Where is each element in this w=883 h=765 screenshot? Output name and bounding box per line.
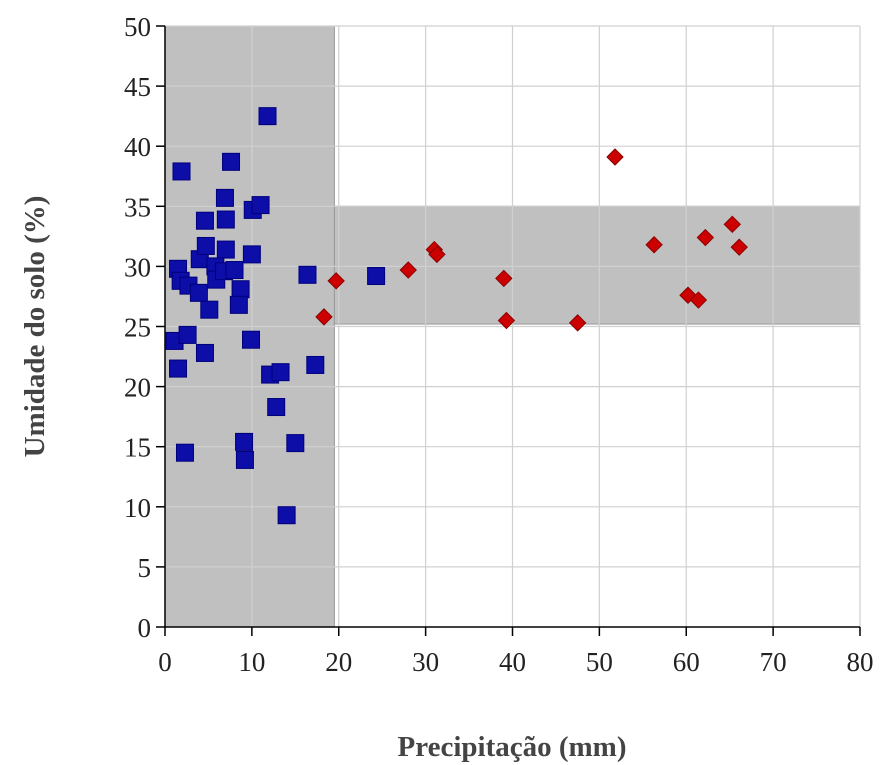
data-point-diamond [428,245,446,264]
data-point-square [216,210,235,229]
x-tick-label: 20 [325,647,352,677]
data-point-square [267,398,286,417]
data-point-square [215,188,234,207]
y-tick-label: 35 [124,192,151,222]
data-point-square [258,107,277,126]
x-tick-label: 60 [673,647,700,677]
x-tick-label: 40 [499,647,526,677]
y-tick-label: 45 [124,72,151,102]
y-tick-label: 20 [124,373,151,403]
y-tick-label: 15 [124,433,151,463]
y-tick-labels: 0 5 10 15 20 25 30 35 40 45 50 [124,12,151,643]
x-tick-label: 80 [847,647,874,677]
data-point-diamond [327,272,345,290]
data-point-diamond [495,269,513,288]
y-axis-title: Umidade do solo (%) [19,196,51,458]
data-point-square [229,295,248,314]
y-tick-label: 10 [124,493,151,523]
data-point-square [242,330,261,349]
data-point-square [235,450,254,469]
data-point-square [271,363,290,382]
data-point-diamond [315,308,333,326]
data-point-diamond [730,238,748,256]
y-tick-label: 50 [124,12,151,42]
x-tick-label: 70 [760,647,787,677]
x-tick-label: 10 [238,647,265,677]
x-tick-label: 0 [158,647,172,677]
x-tick-label: 30 [412,647,439,677]
data-point-square [231,280,250,299]
data-point-square [225,261,244,280]
y-tick-label: 0 [138,613,152,643]
data-point-diamond [689,291,708,309]
data-point-square [178,325,197,344]
data-point-square [367,267,386,286]
data-point-diamond [645,236,663,254]
data-point-diamond [723,215,742,234]
data-point-square [277,506,296,525]
data-point-diamond [606,148,624,166]
x-axis-title: Precipitação (mm) [398,731,627,763]
axes [156,25,861,636]
y-tick-label: 25 [124,313,151,343]
data-point-square [195,343,214,362]
data-point-square [200,300,219,319]
data-point-square [172,162,191,181]
data-point-diamond [568,314,587,332]
data-point-diamond [399,261,417,279]
data-point-square [306,355,325,374]
gridlines [165,25,861,627]
data-point-square [251,196,270,215]
data-point-square [175,443,194,462]
y-tick-label: 30 [124,252,151,282]
data-point-square [169,359,188,378]
data-point-square [242,245,261,264]
data-point-square [298,265,317,284]
data-point-square [196,236,215,255]
data-point-square [195,211,214,230]
x-tick-label: 50 [586,647,613,677]
data-point-diamond [497,311,516,330]
y-tick-label: 5 [138,553,152,583]
x-tick-labels: 0 10 20 30 40 50 60 70 80 [158,647,873,677]
shaded-region [333,205,861,325]
data-point-diamond [696,228,715,247]
data-point-square [286,434,305,453]
y-tick-label: 40 [124,132,151,162]
data-point-square [235,432,254,451]
data-point-square [222,152,241,171]
data-points [165,107,748,525]
data-point-square [189,283,208,302]
data-point-square [216,240,235,259]
